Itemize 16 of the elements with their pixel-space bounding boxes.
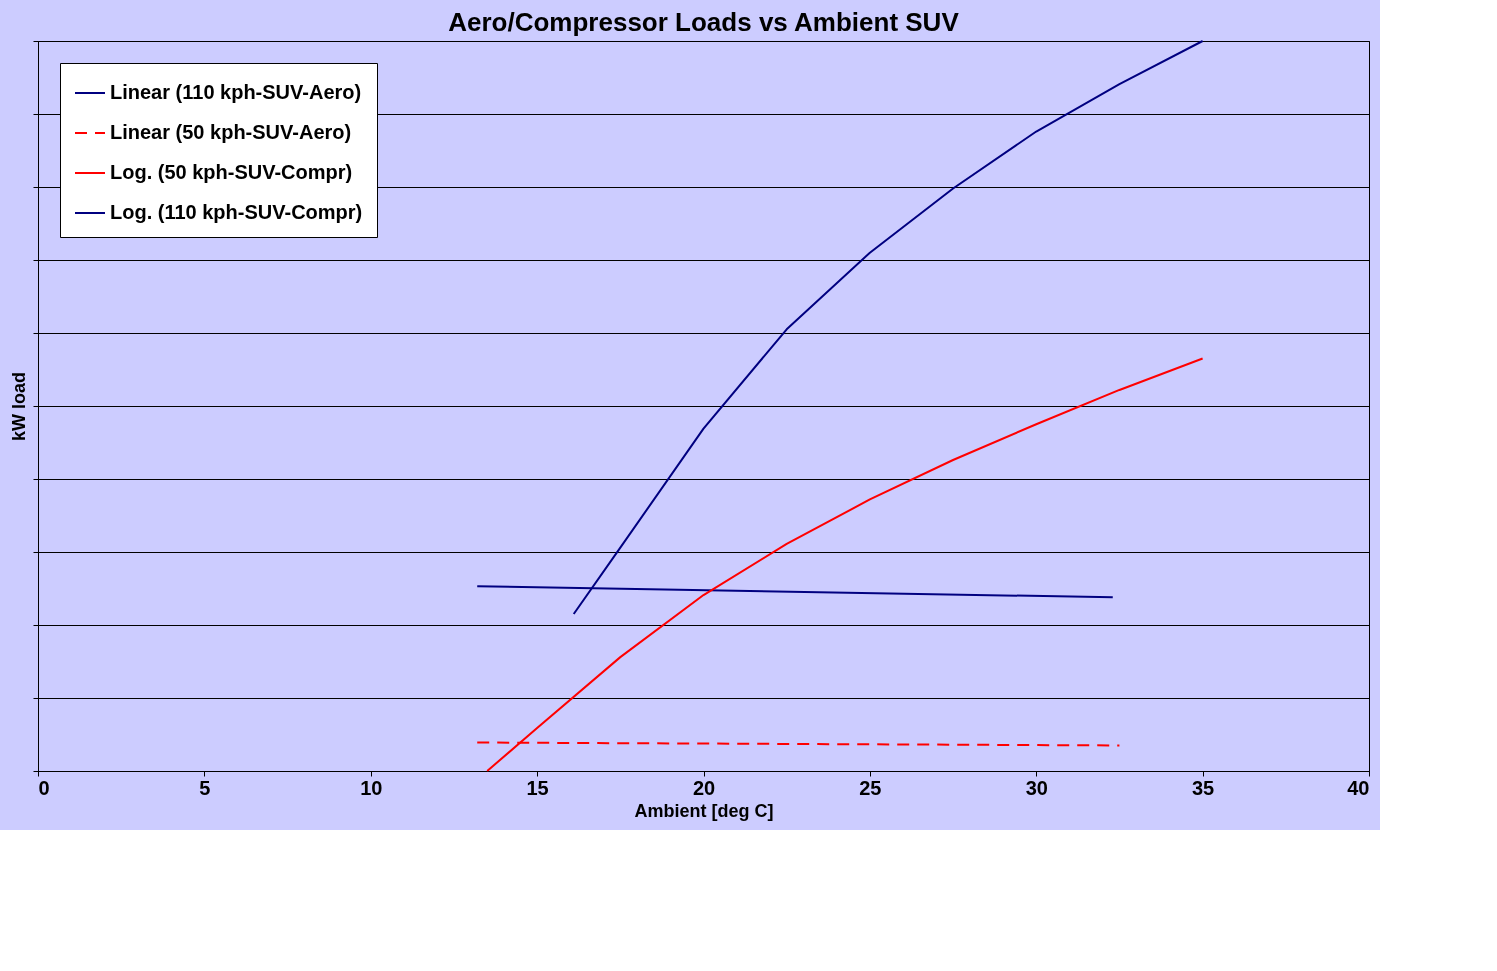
- x-tick-label: 35: [1192, 776, 1215, 799]
- legend-label: Log. (110 kph-SUV-Compr): [110, 201, 363, 223]
- legend-label: Linear (110 kph-SUV-Aero): [110, 81, 362, 103]
- x-tick-label: 15: [526, 776, 549, 799]
- x-tick-label: 30: [1025, 776, 1048, 799]
- chart-title: Aero/Compressor Loads vs Ambient SUV: [448, 7, 960, 37]
- legend-label: Linear (50 kph-SUV-Aero): [110, 121, 352, 143]
- x-tick-label: 5: [199, 776, 211, 799]
- x-axis-title: Ambient [deg C]: [634, 800, 774, 821]
- x-tick-label: 20: [692, 776, 716, 799]
- x-tick-label: 25: [859, 776, 882, 799]
- legend-label: Log. (50 kph-SUV-Compr): [110, 161, 353, 183]
- x-tick-label: 10: [360, 776, 383, 799]
- x-tick-label: 40: [1347, 776, 1370, 799]
- y-axis-title: kW load: [9, 371, 29, 442]
- x-tick-label: 0: [38, 776, 50, 799]
